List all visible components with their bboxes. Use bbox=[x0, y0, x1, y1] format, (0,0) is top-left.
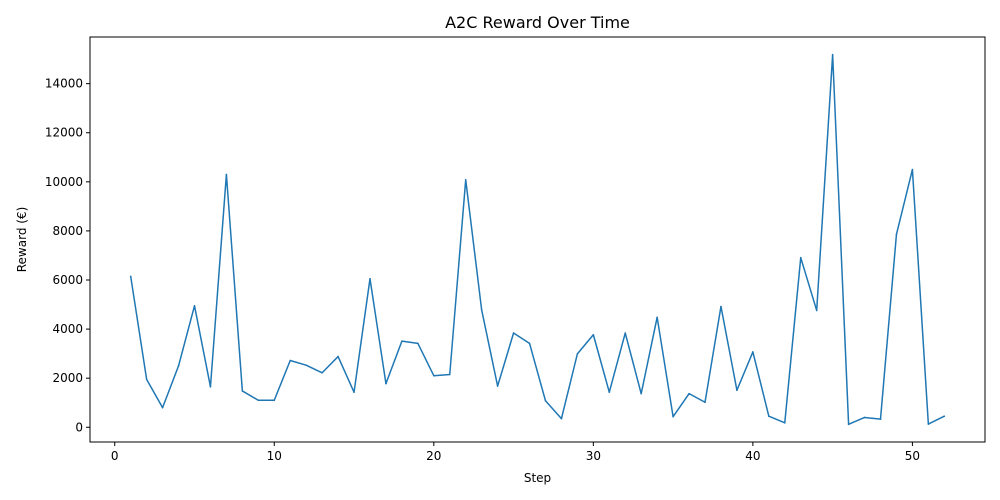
data-point-32 bbox=[624, 332, 627, 334]
data-point-41 bbox=[768, 415, 770, 418]
data-point-3 bbox=[161, 406, 164, 409]
data-point-47 bbox=[863, 416, 866, 419]
y-axis-ticks: 0 2000 4000 6000 8000 10000 12000 14000 bbox=[45, 77, 90, 434]
y-axis-label: Reward (€) bbox=[15, 207, 29, 273]
data-point-21 bbox=[448, 373, 451, 376]
data-point-14 bbox=[337, 355, 339, 358]
chart-title: A2C Reward Over Time bbox=[445, 13, 630, 32]
data-point-25 bbox=[512, 332, 515, 334]
y-tick-label: 2000 bbox=[52, 371, 83, 385]
data-point-19 bbox=[417, 342, 419, 345]
y-tick-label: 14000 bbox=[45, 77, 83, 91]
data-point-17 bbox=[385, 382, 387, 385]
data-point-24 bbox=[496, 385, 499, 387]
data-point-33 bbox=[640, 392, 642, 395]
data-point-7 bbox=[225, 173, 228, 176]
data-point-1 bbox=[129, 275, 132, 278]
x-tick-label: 20 bbox=[426, 449, 441, 463]
x-tick-label: 10 bbox=[267, 449, 282, 463]
x-tick-label: 40 bbox=[745, 449, 760, 463]
y-tick-label: 4000 bbox=[52, 322, 83, 336]
data-point-12 bbox=[305, 364, 307, 366]
data-point-20 bbox=[433, 374, 435, 377]
data-point-49 bbox=[895, 233, 898, 236]
x-tick-label: 0 bbox=[111, 449, 119, 463]
data-point-6 bbox=[209, 385, 212, 388]
y-tick-label: 10000 bbox=[45, 175, 83, 189]
data-point-44 bbox=[815, 309, 818, 312]
data-point-27 bbox=[544, 399, 547, 402]
data-point-11 bbox=[289, 359, 292, 362]
x-axis-ticks: 0 10 20 30 40 50 bbox=[111, 442, 920, 463]
data-point-8 bbox=[241, 390, 244, 392]
y-tick-label: 12000 bbox=[45, 126, 83, 140]
data-point-18 bbox=[401, 340, 403, 342]
x-tick-label: 50 bbox=[905, 449, 920, 463]
data-point-40 bbox=[752, 351, 754, 353]
plot-area bbox=[129, 53, 946, 426]
data-point-51 bbox=[927, 423, 930, 425]
data-point-38 bbox=[720, 305, 722, 308]
data-point-29 bbox=[576, 353, 579, 355]
data-point-35 bbox=[672, 415, 674, 418]
data-point-16 bbox=[369, 277, 371, 280]
data-point-46 bbox=[847, 423, 850, 426]
data-point-9 bbox=[257, 399, 260, 402]
data-point-22 bbox=[464, 179, 467, 181]
x-axis-label: Step bbox=[524, 471, 551, 485]
data-point-50 bbox=[911, 168, 914, 171]
data-point-43 bbox=[799, 256, 802, 259]
data-point-23 bbox=[480, 309, 483, 311]
data-point-26 bbox=[528, 342, 531, 345]
data-points bbox=[129, 53, 946, 426]
data-point-4 bbox=[177, 365, 180, 367]
data-point-42 bbox=[783, 422, 786, 424]
axes-frame bbox=[89, 36, 986, 443]
data-point-36 bbox=[688, 392, 690, 395]
data-point-30 bbox=[592, 333, 595, 336]
y-tick-label: 6000 bbox=[52, 273, 83, 287]
data-point-5 bbox=[193, 304, 196, 307]
data-point-2 bbox=[145, 378, 148, 381]
data-point-45 bbox=[831, 53, 834, 56]
y-tick-label: 8000 bbox=[52, 224, 83, 238]
x-tick-label: 30 bbox=[586, 449, 601, 463]
data-point-52 bbox=[943, 415, 946, 418]
data-point-28 bbox=[560, 417, 563, 420]
data-point-37 bbox=[704, 401, 706, 404]
data-point-31 bbox=[608, 391, 611, 393]
data-point-13 bbox=[321, 371, 323, 374]
data-point-10 bbox=[273, 399, 276, 402]
series-line-reward bbox=[129, 53, 945, 426]
data-point-48 bbox=[879, 418, 882, 420]
data-point-34 bbox=[656, 316, 658, 319]
data-point-39 bbox=[736, 389, 738, 392]
data-point-15 bbox=[353, 391, 355, 393]
y-tick-label: 0 bbox=[75, 420, 83, 434]
